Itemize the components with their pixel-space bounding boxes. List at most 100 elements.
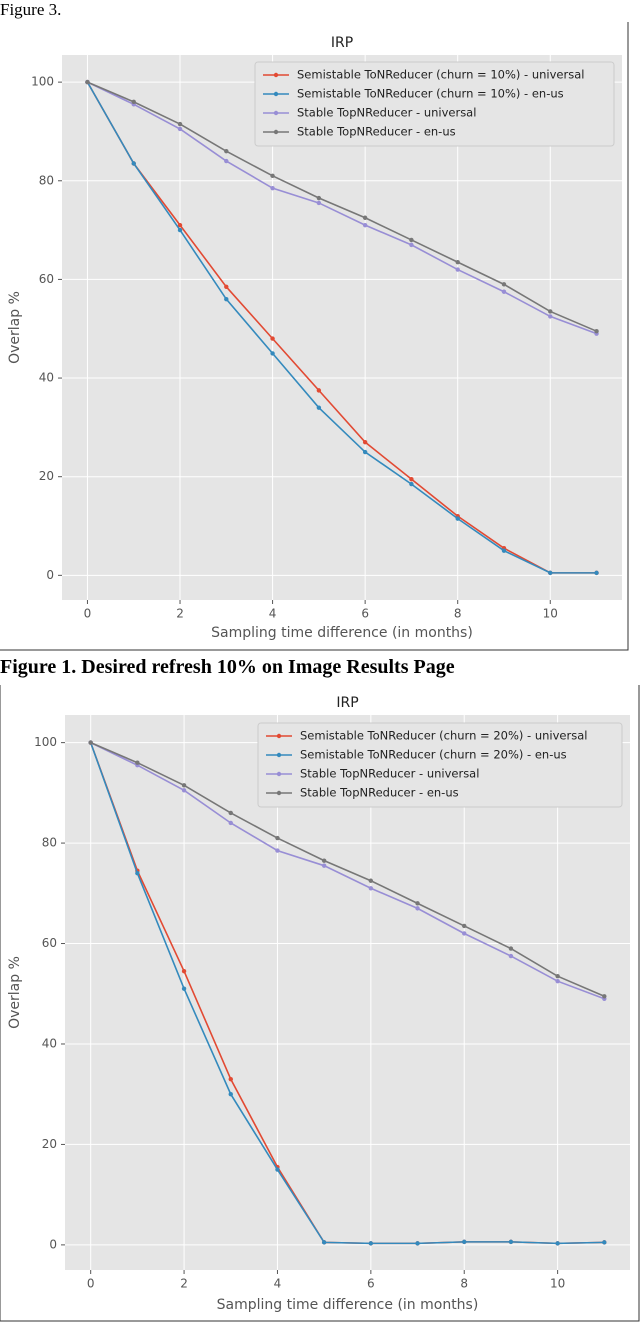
data-point <box>316 388 322 393</box>
data-point <box>316 200 322 206</box>
legend-label: Semistable ToNReducer (churn = 10%) - un… <box>297 68 584 82</box>
data-point <box>602 994 607 999</box>
data-point <box>181 986 187 991</box>
x-tick-label: 2 <box>180 1277 188 1291</box>
data-point <box>181 783 187 788</box>
chart: 0 20 40 60 80 100 0 2 4 6 8 10 IRP Sampling time diff… <box>0 22 629 651</box>
data-point <box>409 481 414 487</box>
legend-label: Semistable ToNReducer (churn = 20%) - un… <box>300 729 587 743</box>
data-point <box>316 195 322 201</box>
x-tick-label: 6 <box>361 607 369 621</box>
data-point <box>270 173 275 179</box>
y-tick-label: 20 <box>42 1137 57 1151</box>
series-line <box>89 742 605 1245</box>
frame-border <box>0 22 629 651</box>
y-tick-label: 40 <box>42 1036 57 1050</box>
legend-label: Stable TopNReducer - universal <box>297 106 476 120</box>
data-point <box>177 126 183 132</box>
x-tick-label: 10 <box>550 1277 565 1291</box>
y-tick-label: 80 <box>39 173 54 187</box>
series-line <box>86 81 597 574</box>
header-text: Figure 3. <box>0 0 62 19</box>
data-point <box>270 185 275 191</box>
data-point <box>181 788 187 793</box>
data-point <box>594 570 599 576</box>
legend-label: Stable TopNReducer - en-us <box>300 786 459 800</box>
legend-label: Stable TopNReducer - universal <box>300 767 479 781</box>
data-point <box>362 222 368 228</box>
data-point <box>455 267 460 272</box>
data-point <box>177 227 183 233</box>
data-point <box>501 282 507 287</box>
data-point <box>368 886 374 891</box>
data-point <box>228 1076 233 1082</box>
x-tick-label: 8 <box>460 1277 468 1291</box>
y-axis-label: Overlap % <box>7 291 23 364</box>
y-axis-label: Overlap % <box>7 956 23 1029</box>
data-point <box>508 946 514 951</box>
data-point <box>321 858 327 863</box>
data-point <box>224 296 229 302</box>
data-point <box>131 161 136 166</box>
legend-swatch <box>273 110 279 116</box>
data-point <box>415 901 420 906</box>
series-line <box>86 81 597 574</box>
chart-title: IRP <box>336 695 358 711</box>
x-tick-label: 8 <box>454 607 462 621</box>
legend-label: Stable TopNReducer - en-us <box>297 125 456 139</box>
data-point <box>501 289 507 294</box>
data-point <box>275 835 280 841</box>
data-point <box>409 237 414 243</box>
data-point <box>548 570 553 576</box>
data-point <box>555 1241 560 1246</box>
legend-swatch <box>276 733 282 739</box>
y-tick-label: 80 <box>42 836 57 850</box>
y-tick-label: 20 <box>39 469 54 483</box>
y-tick-label: 0 <box>49 1237 57 1251</box>
legend-swatch <box>276 752 282 758</box>
data-point <box>228 1092 233 1097</box>
y-tick-label: 100 <box>31 75 54 89</box>
legend-swatch <box>273 91 279 97</box>
legend-label: Semistable ToNReducer (churn = 20%) - en… <box>300 748 567 762</box>
y-tick-label: 0 <box>46 568 54 582</box>
chart: 0 20 40 60 80 100 0 2 4 6 8 10 IRP Sampling time diff… <box>0 685 640 1322</box>
data-point <box>224 284 229 290</box>
legend-swatch <box>276 771 282 777</box>
data-point <box>316 405 322 410</box>
data-point <box>508 1239 514 1245</box>
data-point <box>181 968 187 974</box>
legend-box <box>257 722 623 808</box>
data-point <box>321 863 327 868</box>
legend-swatch <box>273 129 279 135</box>
data-point <box>362 449 368 455</box>
x-tick-label: 6 <box>367 1277 375 1291</box>
series-line <box>90 741 605 998</box>
data-point <box>228 820 233 826</box>
data-point <box>224 148 229 154</box>
chart-title: IRP <box>331 35 353 51</box>
series-line <box>87 81 597 332</box>
legend-box <box>254 61 615 147</box>
data-point <box>409 242 414 248</box>
data-point <box>275 1167 280 1172</box>
data-point <box>321 1240 327 1245</box>
legend-label: Semistable ToNReducer (churn = 10%) - en… <box>297 87 564 101</box>
data-point <box>224 158 229 164</box>
data-point <box>555 978 560 984</box>
legend-swatch <box>276 790 282 796</box>
data-point <box>270 351 275 356</box>
x-tick-label: 4 <box>274 1277 282 1291</box>
data-point <box>508 953 514 959</box>
data-point <box>415 1241 420 1246</box>
data-point <box>362 215 368 220</box>
data-point <box>594 328 599 334</box>
data-point <box>362 439 368 445</box>
y-tick-label: 60 <box>42 936 57 950</box>
data-point <box>88 740 93 745</box>
data-point <box>177 121 183 127</box>
series-line <box>90 741 605 1000</box>
data-point <box>602 1240 607 1245</box>
x-tick-label: 4 <box>269 607 277 621</box>
